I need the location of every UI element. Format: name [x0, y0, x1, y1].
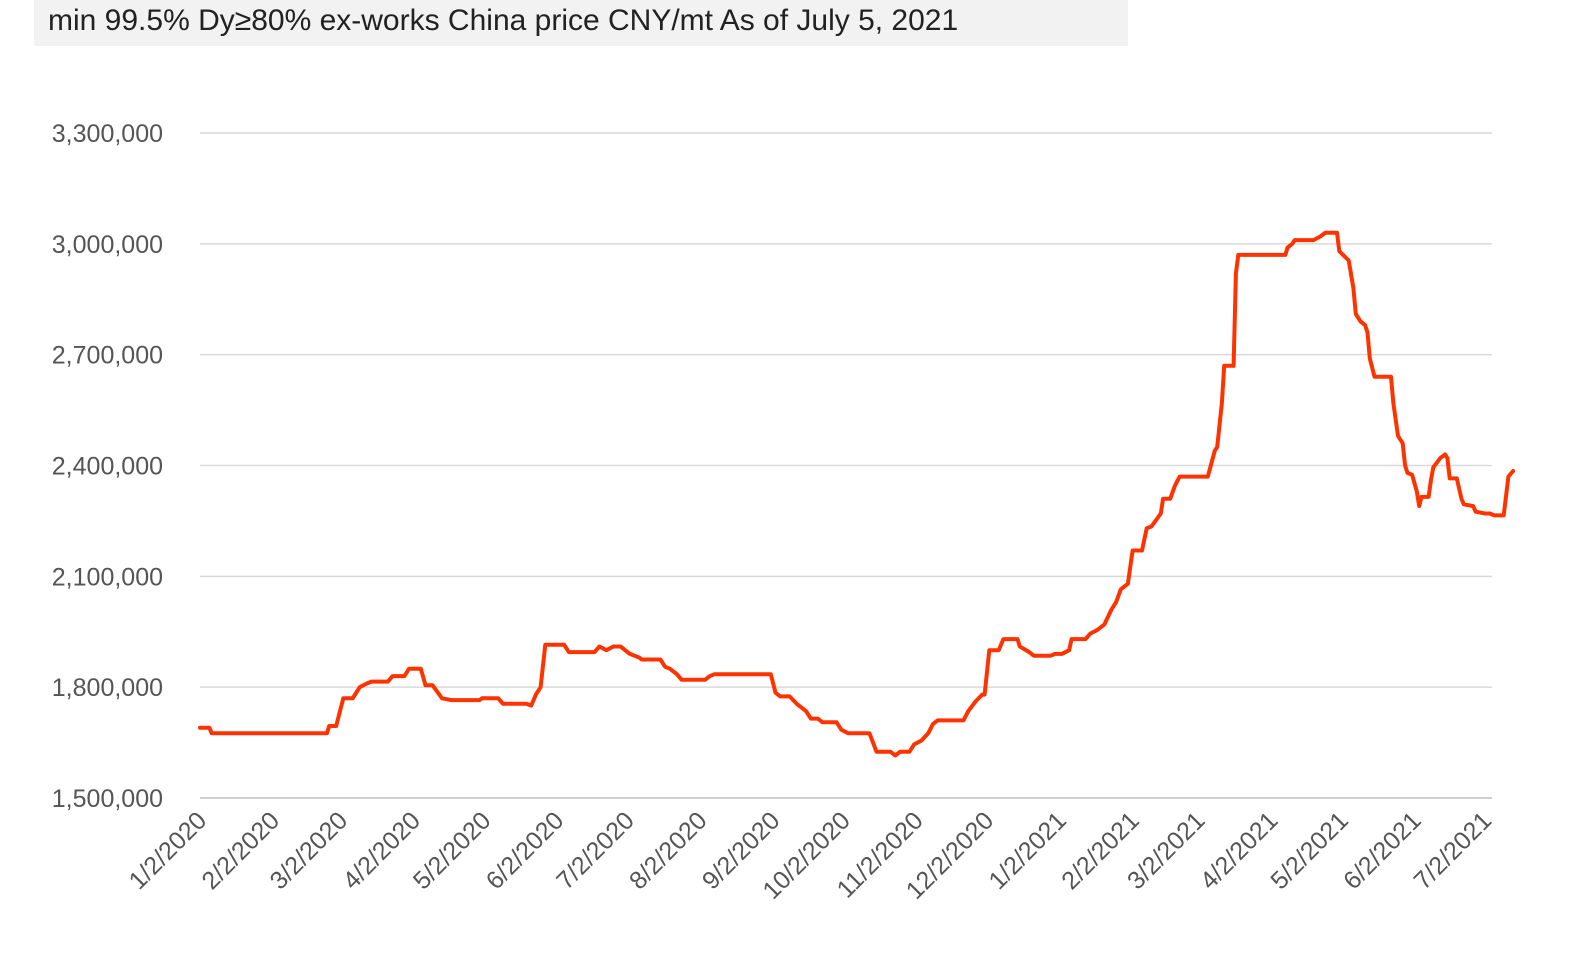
x-tick-label: 1/2/2020 — [124, 806, 213, 895]
y-axis: 1,500,000 1,800,000 2,100,000 2,400,000 2,70… — [52, 120, 163, 813]
y-tick-label: 3,000,000 — [52, 231, 163, 259]
x-tick-label: 7/2/2021 — [1409, 806, 1498, 895]
y-tick-label: 2,400,000 — [52, 453, 163, 481]
gridlines — [200, 132, 1492, 688]
y-tick-label: 2,700,000 — [52, 342, 163, 370]
x-tick-label: 6/2/2021 — [1338, 806, 1427, 895]
x-tick-label: 4/2/2020 — [337, 806, 426, 895]
x-tick-label: 5/2/2021 — [1265, 806, 1354, 895]
x-tick-label: 8/2/2020 — [624, 806, 713, 895]
y-tick-label: 3,300,000 — [52, 120, 163, 148]
x-tick-label: 6/2/2020 — [481, 806, 570, 895]
x-tick-label: 4/2/2021 — [1195, 806, 1284, 895]
y-tick-label: 1,500,000 — [52, 785, 163, 813]
x-tick-label: 5/2/2020 — [408, 806, 497, 895]
x-tick-label: 7/2/2020 — [551, 806, 640, 895]
series-layer — [198, 230, 1516, 758]
y-tick-label: 1,800,000 — [52, 674, 163, 702]
y-tick-label: 2,100,000 — [52, 563, 163, 591]
series-line-0 — [198, 230, 1516, 758]
title-bar: min 99.5% Dy≥80% ex-works China price CN… — [34, 0, 1128, 46]
x-axis: 1/2/20202/2/20203/2/20204/2/20205/2/2020… — [124, 797, 1498, 905]
x-tick-label: 1/2/2021 — [983, 806, 1072, 895]
chart-title: min 99.5% Dy≥80% ex-works China price CN… — [48, 4, 959, 37]
